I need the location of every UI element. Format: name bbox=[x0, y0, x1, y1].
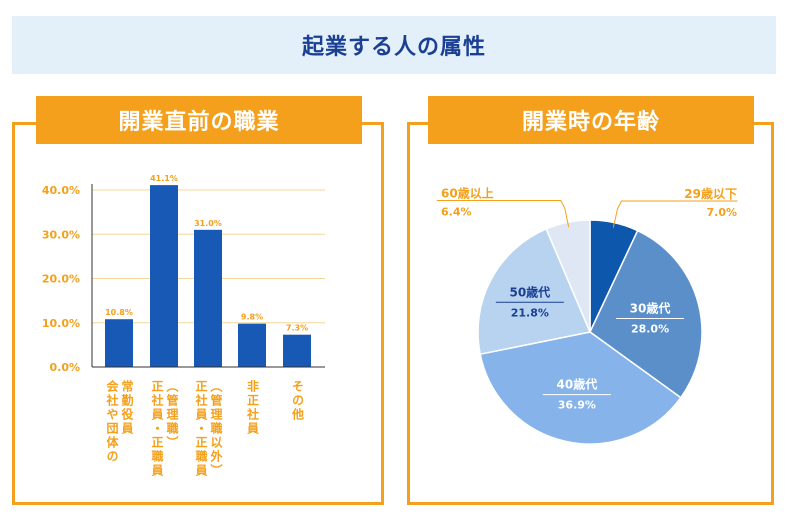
bar bbox=[150, 185, 178, 367]
y-tick-label: 40.0% bbox=[42, 184, 80, 197]
slice-label: 50歳代 bbox=[509, 284, 550, 299]
age-panel-title: 開業時の年齢 bbox=[521, 110, 660, 135]
bar bbox=[238, 323, 266, 367]
occupation-panel-header: 開業直前の職業 bbox=[36, 96, 362, 144]
slice-value-label: 36.9% bbox=[558, 399, 596, 412]
bar-value-label: 9.8% bbox=[241, 313, 263, 322]
category-label: その他 bbox=[290, 380, 305, 422]
slice-value-label: 21.8% bbox=[511, 306, 549, 319]
category-label: 会社や団体の bbox=[105, 380, 119, 464]
slice-value-label: 6.4% bbox=[441, 206, 472, 219]
page-title: 起業する人の属性 bbox=[301, 35, 486, 60]
title-banner: 起業する人の属性 bbox=[12, 16, 776, 74]
bar bbox=[105, 319, 133, 367]
bar-value-label: 7.3% bbox=[286, 324, 308, 333]
bar-value-label: 41.1% bbox=[150, 174, 178, 183]
slice-label: 60歳以上 bbox=[441, 186, 494, 201]
category-label: （管理職） bbox=[165, 380, 179, 450]
y-tick-label: 0.0% bbox=[49, 361, 80, 374]
age-panel-header: 開業時の年齢 bbox=[428, 96, 754, 144]
slice-value-label: 28.0% bbox=[631, 323, 669, 336]
slice-label: 30歳代 bbox=[630, 301, 671, 316]
y-tick-label: 30.0% bbox=[42, 228, 80, 241]
category-label: 正社員・正職員 bbox=[150, 380, 164, 478]
category-label: 正社員・正職員 bbox=[194, 380, 208, 478]
pie-slice bbox=[477, 227, 592, 356]
bar-value-label: 31.0% bbox=[194, 219, 222, 228]
bar bbox=[194, 229, 222, 367]
y-tick-label: 20.0% bbox=[42, 273, 80, 286]
bar-value-label: 10.8% bbox=[105, 308, 133, 317]
slice-leader-line bbox=[612, 200, 738, 228]
occupation-panel-title: 開業直前の職業 bbox=[118, 110, 280, 135]
bar bbox=[283, 334, 311, 367]
slice-label: 29歳以下 bbox=[684, 186, 737, 201]
category-label: 非正社員 bbox=[245, 380, 260, 436]
slice-leader-line bbox=[436, 200, 570, 228]
pie-slice bbox=[589, 229, 703, 399]
category-label: （管理職以外） bbox=[209, 380, 223, 478]
category-label: 常勤役員 bbox=[120, 380, 134, 436]
slice-value-label: 7.0% bbox=[706, 206, 737, 219]
slice-label: 40歳代 bbox=[557, 377, 598, 392]
y-tick-label: 10.0% bbox=[42, 317, 80, 330]
pie-slice bbox=[479, 331, 682, 445]
